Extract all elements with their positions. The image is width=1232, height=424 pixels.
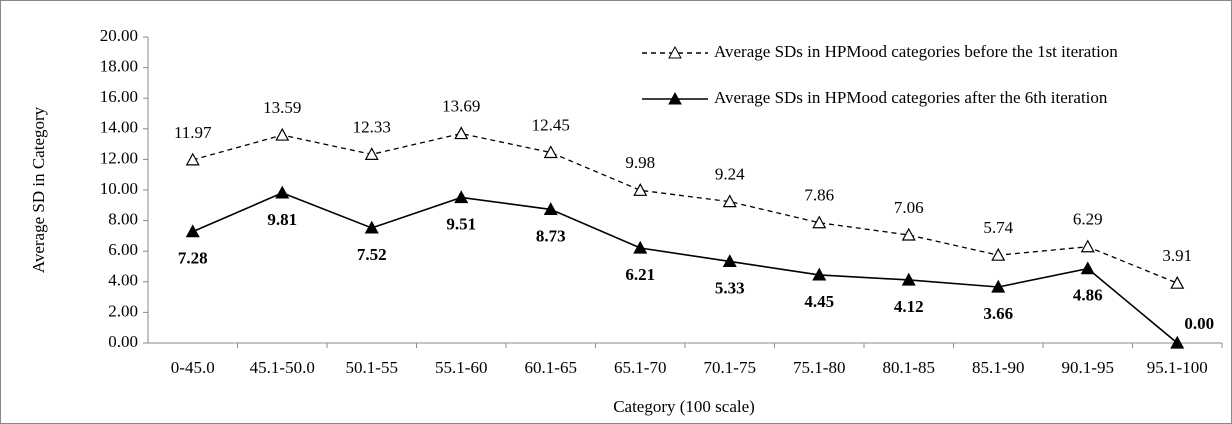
x-tick-label: 45.1-50.0 bbox=[250, 358, 315, 377]
y-axis-label: Average SD in Category bbox=[29, 106, 48, 273]
point-marker bbox=[633, 240, 648, 254]
data-label: 6.21 bbox=[625, 265, 655, 284]
point-marker bbox=[275, 127, 290, 141]
point-marker bbox=[812, 267, 827, 281]
legend-label: Average SDs in HPMood categories before … bbox=[714, 42, 1118, 61]
data-label: 6.29 bbox=[1073, 210, 1103, 229]
data-label: 4.12 bbox=[894, 297, 924, 316]
point-marker bbox=[1170, 275, 1185, 289]
x-tick-label: 50.1-55 bbox=[346, 358, 398, 377]
point-marker bbox=[364, 220, 379, 234]
x-tick-label: 60.1-65 bbox=[525, 358, 577, 377]
point-marker bbox=[275, 185, 290, 199]
data-label: 3.66 bbox=[983, 304, 1013, 323]
data-label: 5.74 bbox=[983, 218, 1013, 237]
data-label: 12.45 bbox=[532, 115, 570, 134]
point-marker bbox=[543, 145, 558, 159]
point-marker bbox=[722, 194, 737, 208]
y-tick-label: 12.00 bbox=[100, 148, 138, 167]
point-marker bbox=[185, 152, 200, 166]
y-tick-label: 20.00 bbox=[100, 26, 138, 45]
data-label: 4.86 bbox=[1073, 286, 1103, 305]
point-marker bbox=[901, 272, 916, 286]
data-label: 7.06 bbox=[894, 198, 924, 217]
data-label: 5.33 bbox=[715, 278, 745, 297]
point-marker bbox=[722, 254, 737, 268]
x-tick-label: 95.1-100 bbox=[1147, 358, 1208, 377]
point-marker bbox=[364, 147, 379, 160]
x-tick-label: 85.1-90 bbox=[972, 358, 1024, 377]
data-label: 12.33 bbox=[353, 117, 391, 136]
x-tick-label: 65.1-70 bbox=[614, 358, 666, 377]
point-marker bbox=[633, 183, 648, 196]
data-label: 9.51 bbox=[446, 214, 476, 233]
point-marker bbox=[454, 126, 469, 140]
y-tick-label: 18.00 bbox=[100, 57, 138, 76]
y-tick-label: 2.00 bbox=[108, 301, 138, 320]
y-tick-label: 8.00 bbox=[108, 210, 138, 229]
point-marker bbox=[1170, 335, 1185, 349]
data-label: 13.59 bbox=[263, 98, 301, 117]
data-label: 7.52 bbox=[357, 245, 387, 264]
y-tick-label: 16.00 bbox=[100, 87, 138, 106]
y-tick-label: 0.00 bbox=[108, 332, 138, 351]
data-label: 9.81 bbox=[267, 210, 297, 229]
data-label: 9.98 bbox=[625, 153, 655, 172]
legend-marker bbox=[668, 45, 682, 59]
x-tick-label: 75.1-80 bbox=[793, 358, 845, 377]
y-tick-label: 14.00 bbox=[100, 118, 138, 137]
series-line bbox=[192, 192, 1178, 344]
point-marker bbox=[1080, 239, 1095, 253]
point-marker bbox=[991, 247, 1006, 261]
y-tick-label: 6.00 bbox=[108, 240, 138, 259]
legend-label: Average SDs in HPMood categories after t… bbox=[714, 88, 1108, 107]
x-tick-label: 0-45.0 bbox=[171, 358, 215, 377]
data-label: 7.86 bbox=[804, 186, 834, 205]
data-label: 13.69 bbox=[442, 96, 480, 115]
x-tick-label: 55.1-60 bbox=[435, 358, 487, 377]
data-label: 0.00 bbox=[1184, 314, 1214, 333]
point-marker bbox=[454, 190, 469, 204]
x-tick-label: 70.1-75 bbox=[704, 358, 756, 377]
point-marker bbox=[991, 279, 1006, 293]
point-marker bbox=[1080, 261, 1095, 275]
x-axis-label: Category (100 scale) bbox=[613, 397, 755, 416]
data-label: 11.97 bbox=[174, 123, 212, 142]
data-label: 7.28 bbox=[178, 249, 208, 268]
point-marker bbox=[901, 227, 916, 241]
legend-marker bbox=[668, 91, 682, 105]
x-tick-label: 90.1-95 bbox=[1062, 358, 1114, 377]
y-tick-label: 10.00 bbox=[100, 179, 138, 198]
data-label: 3.91 bbox=[1162, 246, 1192, 265]
point-marker bbox=[812, 215, 827, 229]
x-tick-label: 80.1-85 bbox=[883, 358, 935, 377]
data-label: 9.24 bbox=[715, 165, 745, 184]
data-label: 4.45 bbox=[804, 292, 834, 311]
y-tick-label: 4.00 bbox=[108, 271, 138, 290]
point-marker bbox=[185, 224, 200, 238]
point-marker bbox=[543, 202, 558, 216]
data-label: 8.73 bbox=[536, 226, 566, 245]
